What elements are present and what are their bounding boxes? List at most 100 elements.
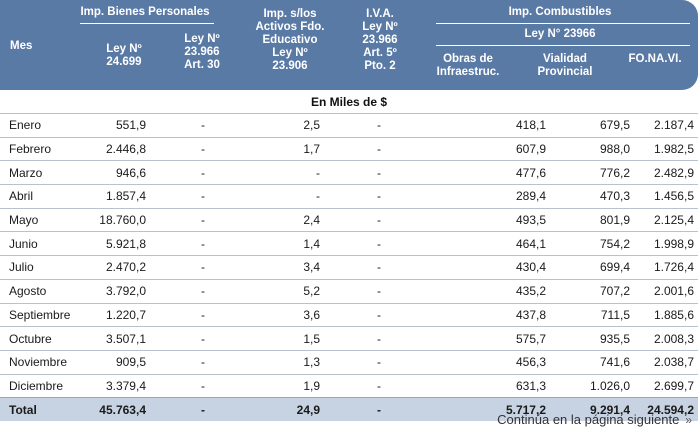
- header-activos: Imp. s/los Activos Fdo. Educativo Ley Nº…: [245, 8, 335, 73]
- cell-bp: 1.220,7: [76, 302, 150, 327]
- table-row: Febrero 2.446,8-1,7-607,9 988,0 1.982,5: [0, 136, 698, 161]
- header-text: Provincial: [537, 66, 593, 78]
- table-row: Agosto 3.792,0-5,2-435,2 707,2 2.001,6: [0, 278, 698, 303]
- header-rule-ley: [436, 45, 690, 46]
- cell-bp30: -: [150, 113, 256, 138]
- cell-iva: -: [324, 373, 434, 398]
- header-rule-combustibles: [436, 23, 690, 24]
- continuation-note: Continúa en la página siguiente »: [497, 412, 692, 427]
- cell-act: -: [256, 184, 324, 209]
- cell-bp: 946,6: [76, 160, 150, 185]
- header-ley-24699: Ley Nº 24.699: [78, 43, 170, 69]
- table-body: Enero 551,9-2,5-418,1 679,5 2.187,4 Febrero 2…: [0, 113, 698, 421]
- cell-bp: 5.921,8: [76, 231, 150, 256]
- header-combustibles: Imp. Combustibles: [508, 6, 612, 18]
- cell-vial: 776,2: [550, 160, 634, 185]
- cell-act: 1,9: [256, 373, 324, 398]
- cell-fonavi: 2.038,7: [634, 349, 698, 375]
- header-text: Ley Nº: [272, 47, 308, 59]
- cell-act: 2,5: [256, 113, 324, 138]
- table-row: Marzo 946,6- - -477,6 776,2 2.482,9: [0, 160, 698, 185]
- cell-bp30: -: [150, 231, 256, 256]
- header-text: 23.966: [184, 46, 220, 58]
- cell-act: 3,4: [256, 255, 324, 280]
- cell-mes: Abril: [0, 184, 76, 209]
- header-text: Ley Nº: [362, 21, 398, 33]
- cell-mes: Agosto: [0, 278, 76, 303]
- cell-vial: 1.026,0: [550, 373, 634, 398]
- cell-bp30: -: [150, 349, 256, 375]
- cell-iva: -: [324, 255, 434, 280]
- cell-bp: 3.379,4: [76, 373, 150, 398]
- cell-vial: 711,5: [550, 302, 634, 327]
- cell-obras: 435,2: [434, 278, 550, 303]
- cell-bp30: -: [150, 278, 256, 303]
- cell-mes: Enero: [0, 113, 76, 138]
- cell-obras: 437,8: [434, 302, 550, 327]
- cell-fonavi: 1.456,5: [634, 184, 698, 209]
- header-ley-23966-art30: Ley Nº 23.966 Art. 30: [172, 33, 232, 72]
- cell-fonavi: 1.885,6: [634, 302, 698, 327]
- cell-iva: -: [324, 326, 434, 351]
- cell-obras: 493,5: [434, 207, 550, 232]
- cell-bp30: -: [150, 397, 256, 421]
- header-text: Obras de: [443, 53, 493, 65]
- header-text: Ley Nº: [184, 33, 220, 45]
- cell-bp30: -: [150, 302, 256, 327]
- cell-act: 5,2: [256, 278, 324, 303]
- cell-bp30: -: [150, 326, 256, 351]
- cell-iva: -: [324, 397, 434, 421]
- cell-fonavi: 2.008,3: [634, 326, 698, 351]
- cell-obras: 607,9: [434, 136, 550, 161]
- header-bienes-personales: Imp. Bienes Personales: [80, 6, 210, 18]
- header-text: 23.966: [362, 34, 398, 46]
- continuation-text: Continúa en la página siguiente: [497, 412, 680, 427]
- cell-obras: 575,7: [434, 326, 550, 351]
- table-row: Noviembre 909,5-1,3-456,3 741,6 2.038,7: [0, 349, 698, 375]
- cell-iva: -: [324, 349, 434, 375]
- cell-fonavi: 1.998,9: [634, 231, 698, 256]
- header-rule-bienes: [80, 23, 214, 24]
- cell-mes: Julio: [0, 255, 76, 280]
- cell-iva: -: [324, 231, 434, 256]
- cell-vial: 801,9: [550, 207, 634, 232]
- cell-iva: -: [324, 207, 434, 232]
- header-iva: I.V.A. Ley Nº 23.966 Art. 5º Pto. 2: [345, 8, 415, 73]
- cell-bp30: -: [150, 184, 256, 209]
- cell-fonavi: 1.982,5: [634, 136, 698, 161]
- cell-obras: 430,4: [434, 255, 550, 280]
- cell-vial: 935,5: [550, 326, 634, 351]
- cell-obras: 464,1: [434, 231, 550, 256]
- header-fonavi: FO.NA.VI.: [628, 53, 682, 65]
- cell-act: 1,4: [256, 231, 324, 256]
- header-mes: Mes: [10, 40, 33, 52]
- header-text: Pto. 2: [364, 60, 396, 72]
- header-text: Ley Nº: [106, 43, 142, 55]
- cell-bp: 909,5: [76, 349, 150, 375]
- cell-iva: -: [324, 302, 434, 327]
- cell-bp30: -: [150, 255, 256, 280]
- cell-vial: 707,2: [550, 278, 634, 303]
- header-text: Art. 30: [184, 59, 220, 71]
- cell-act: 3,6: [256, 302, 324, 327]
- cell-vial: 699,4: [550, 255, 634, 280]
- cell-obras: 477,6: [434, 160, 550, 185]
- header-text: Imp. s/los: [263, 8, 317, 20]
- header-text: I.V.A.: [366, 8, 394, 20]
- cell-act: 1,7: [256, 136, 324, 161]
- unit-label: En Miles de $: [310, 95, 388, 109]
- table-row: Junio 5.921,8-1,4-464,1 754,2 1.998,9: [0, 231, 698, 256]
- cell-bp30: -: [150, 160, 256, 185]
- table-row: Enero 551,9-2,5-418,1 679,5 2.187,4: [0, 113, 698, 138]
- cell-fonavi: 2.187,4: [634, 113, 698, 138]
- cell-fonavi: 2.001,6: [634, 278, 698, 303]
- cell-bp: 2.470,2: [76, 255, 150, 280]
- cell-iva: -: [324, 184, 434, 209]
- table-row: Julio 2.470,2-3,4-430,4 699,4 1.726,4: [0, 255, 698, 280]
- cell-bp: 3.792,0: [76, 278, 150, 303]
- cell-mes: Marzo: [0, 160, 76, 185]
- cell-act: 24,9: [256, 397, 324, 421]
- data-table: Enero 551,9-2,5-418,1 679,5 2.187,4 Febrero 2…: [0, 113, 698, 421]
- header-text: Educativo: [262, 34, 318, 46]
- cell-bp: 45.763,4: [76, 397, 150, 421]
